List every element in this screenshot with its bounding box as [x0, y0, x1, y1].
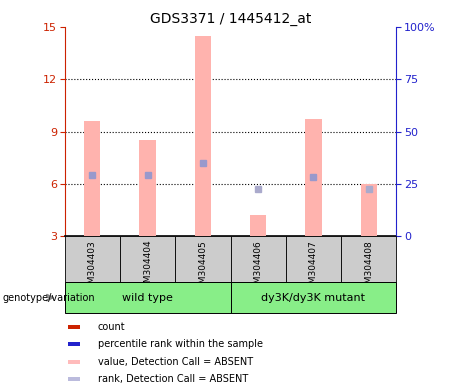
Bar — [305, 119, 322, 236]
Bar — [120, 236, 175, 282]
Text: GSM304404: GSM304404 — [143, 240, 152, 295]
Bar — [361, 184, 377, 236]
Text: GSM304408: GSM304408 — [364, 240, 373, 295]
Bar — [195, 36, 211, 236]
Bar — [341, 236, 396, 282]
Text: wild type: wild type — [122, 293, 173, 303]
Bar — [250, 215, 266, 236]
Bar — [68, 324, 80, 329]
Bar — [65, 236, 120, 282]
Bar — [68, 377, 80, 381]
Bar — [230, 236, 286, 282]
Bar — [84, 121, 100, 236]
Bar — [68, 360, 80, 364]
Bar — [286, 236, 341, 282]
Bar — [230, 282, 396, 313]
Text: GSM304403: GSM304403 — [88, 240, 97, 295]
Text: GSM304406: GSM304406 — [254, 240, 263, 295]
Text: count: count — [98, 321, 125, 331]
Bar — [68, 342, 80, 346]
Text: GSM304407: GSM304407 — [309, 240, 318, 295]
Text: dy3K/dy3K mutant: dy3K/dy3K mutant — [261, 293, 366, 303]
Text: rank, Detection Call = ABSENT: rank, Detection Call = ABSENT — [98, 374, 248, 384]
Bar — [175, 236, 230, 282]
Bar — [139, 140, 156, 236]
Text: GDS3371 / 1445412_at: GDS3371 / 1445412_at — [150, 12, 311, 25]
Text: percentile rank within the sample: percentile rank within the sample — [98, 339, 263, 349]
Text: value, Detection Call = ABSENT: value, Detection Call = ABSENT — [98, 357, 253, 367]
Text: GSM304405: GSM304405 — [198, 240, 207, 295]
Bar — [65, 282, 230, 313]
Text: genotype/variation: genotype/variation — [2, 293, 95, 303]
